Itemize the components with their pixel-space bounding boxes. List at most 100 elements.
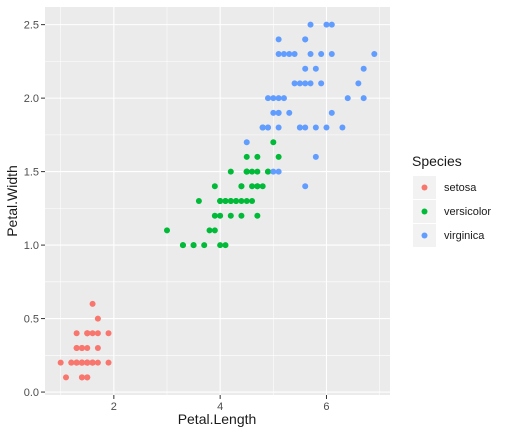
point-versicolor — [217, 242, 224, 249]
point-virginica — [323, 21, 330, 28]
legend: Species setosa versicolor virginica — [412, 153, 491, 247]
point-versicolor — [238, 183, 245, 190]
point-setosa — [84, 344, 91, 351]
point-virginica — [291, 51, 298, 58]
point-virginica — [286, 109, 293, 116]
data-points — [57, 21, 378, 381]
y-axis-title: Petal.Width — [4, 165, 20, 237]
point-versicolor — [259, 183, 266, 190]
y-tick-label: 2.0 — [24, 93, 39, 105]
point-versicolor — [233, 198, 240, 204]
point-versicolor — [227, 168, 234, 175]
point-virginica — [302, 124, 309, 131]
legend-label-versicolor: versicolor — [444, 206, 491, 218]
point-virginica — [302, 80, 309, 87]
point-virginica — [328, 51, 335, 58]
point-versicolor — [217, 212, 224, 219]
point-virginica — [323, 124, 330, 131]
legend-title: Species — [412, 153, 462, 169]
point-setosa — [73, 344, 80, 351]
y-tick-label: 0.0 — [24, 387, 39, 399]
point-setosa — [94, 315, 101, 322]
point-versicolor — [270, 139, 277, 146]
point-versicolor — [163, 227, 170, 234]
point-virginica — [302, 65, 309, 72]
point-virginica — [307, 80, 314, 87]
point-setosa — [105, 330, 112, 337]
point-virginica — [328, 21, 335, 28]
point-setosa — [84, 330, 91, 337]
minor-gridlines — [45, 7, 390, 395]
point-virginica — [302, 36, 309, 43]
point-virginica — [328, 109, 335, 116]
point-virginica — [265, 124, 272, 131]
point-virginica — [275, 168, 282, 175]
point-setosa — [78, 374, 85, 381]
series-virginica — [243, 21, 378, 190]
point-versicolor — [206, 227, 213, 234]
point-versicolor — [179, 242, 186, 249]
point-setosa — [62, 374, 69, 381]
point-versicolor — [243, 168, 250, 175]
point-setosa — [84, 374, 91, 381]
point-virginica — [275, 109, 282, 116]
point-versicolor — [201, 242, 208, 249]
point-versicolor — [217, 198, 224, 204]
point-versicolor — [265, 168, 272, 175]
point-versicolor — [275, 153, 282, 160]
y-tick-label: 2.5 — [24, 20, 39, 32]
point-versicolor — [195, 198, 202, 204]
point-virginica — [280, 95, 287, 102]
point-versicolor — [249, 198, 256, 204]
point-virginica — [280, 51, 287, 58]
point-versicolor — [254, 212, 261, 219]
point-virginica — [355, 80, 362, 87]
point-virginica — [312, 124, 319, 131]
x-axis-title: Petal.Length — [178, 411, 257, 427]
point-versicolor — [211, 227, 218, 234]
point-versicolor — [238, 212, 245, 219]
point-versicolor — [254, 168, 261, 175]
point-virginica — [371, 51, 378, 58]
point-setosa — [78, 344, 85, 351]
y-tick-label: 1.5 — [24, 167, 39, 179]
point-virginica — [270, 109, 277, 116]
point-virginica — [275, 95, 282, 102]
point-virginica — [302, 183, 309, 190]
point-setosa — [78, 359, 85, 366]
point-versicolor — [222, 242, 229, 249]
point-virginica — [360, 95, 367, 102]
point-versicolor — [190, 242, 197, 249]
point-setosa — [89, 300, 96, 307]
legend-point-versicolor — [421, 208, 428, 215]
point-versicolor — [243, 153, 250, 160]
y-tick-label: 0.5 — [24, 314, 39, 326]
point-virginica — [339, 124, 346, 131]
point-setosa — [94, 359, 101, 366]
point-setosa — [73, 359, 80, 366]
point-virginica — [318, 51, 325, 58]
point-setosa — [73, 330, 80, 337]
legend-point-virginica — [421, 232, 428, 239]
x-axis: 2 4 6 — [111, 395, 330, 413]
x-tick-label: 4 — [217, 401, 223, 413]
point-versicolor — [211, 183, 218, 190]
point-versicolor — [243, 198, 250, 204]
point-virginica — [312, 153, 319, 160]
point-versicolor — [211, 212, 218, 219]
point-setosa — [89, 359, 96, 366]
point-virginica — [318, 80, 325, 87]
point-versicolor — [227, 198, 234, 204]
point-virginica — [307, 21, 314, 28]
point-setosa — [105, 359, 112, 366]
point-virginica — [312, 65, 319, 72]
legend-point-setosa — [421, 184, 428, 191]
point-setosa — [68, 359, 75, 366]
legend-label-setosa: setosa — [444, 182, 477, 194]
point-virginica — [275, 36, 282, 43]
point-versicolor — [254, 183, 261, 190]
point-setosa — [89, 330, 96, 337]
point-virginica — [360, 65, 367, 72]
point-versicolor — [254, 153, 261, 160]
